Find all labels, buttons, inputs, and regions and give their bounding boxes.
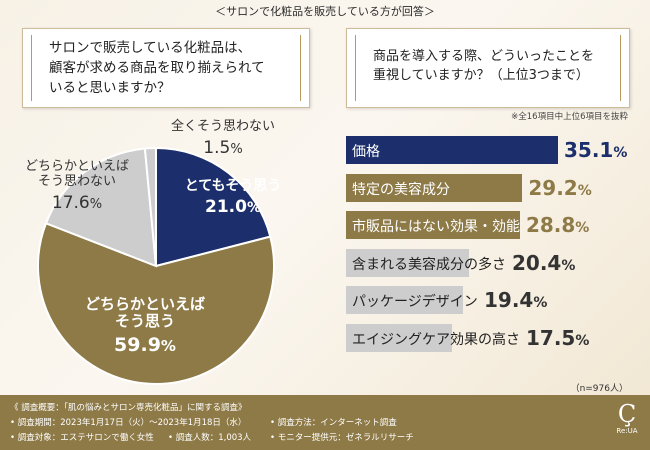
- pie-value-number: 1.5: [203, 137, 231, 158]
- question-text-left: サロンで販売している化粧品は、 顧客が求める商品を取り揃えられて いると思います…: [49, 38, 289, 98]
- pie-label-text: どちらかといえば: [24, 159, 129, 174]
- question-text-right: 商品を導入する際、どういったことを 重視していますか？（上位3つまで）: [373, 47, 609, 85]
- question-box-right: 商品を導入する際、どういったことを 重視していますか？（上位3つまで）: [346, 28, 630, 108]
- bar-value-number: 17.5: [526, 325, 576, 350]
- bar-value: 20.4%: [512, 251, 575, 275]
- pie-value-number: 59.9: [114, 333, 161, 356]
- pie-percent-sign: %: [246, 200, 261, 217]
- bar: [346, 323, 452, 352]
- pie-percent-sign: %: [230, 141, 243, 157]
- bar-percent-sign: %: [533, 295, 548, 311]
- bar-value: 35.1%: [564, 138, 627, 162]
- bar-label: 特定の美容成分: [352, 181, 450, 198]
- question-line: 重視していますか？（上位3つまで）: [373, 68, 589, 83]
- pie-label-somewhat-disagree: どちらかといえば そう思わない 17.6%: [12, 159, 142, 214]
- footer-target: • 調査対象：エステサロンで働く女性: [10, 433, 154, 443]
- bar-percent-sign: %: [575, 332, 590, 349]
- pie-label-text: そう思う: [114, 312, 175, 331]
- bar-value: 29.2%: [528, 176, 591, 200]
- bar: [346, 248, 470, 277]
- divider: [620, 35, 621, 101]
- pie-value-number: 17.6: [51, 192, 90, 213]
- footer-monitor: • モニター提供元：ゼネラルリサーチ: [270, 433, 414, 443]
- question-line: 顧客が求める商品を取り揃えられて: [49, 60, 265, 76]
- pie-percent-sign: %: [160, 336, 176, 355]
- pie-label-text: そう思わない: [37, 173, 116, 189]
- brand-logo: Ç Re:UA: [614, 401, 640, 435]
- bar-value-number: 35.1: [564, 138, 614, 162]
- bar-value: 19.4%: [484, 288, 547, 312]
- pie-slice: [143, 146, 157, 267]
- logo-name: Re:UA: [616, 427, 638, 435]
- bar-percent-sign: %: [561, 257, 576, 274]
- pie-percent-sign: %: [89, 196, 103, 212]
- question-line: 商品を導入する際、どういったことを: [373, 49, 595, 64]
- footer-period: • 調査期間：2023年1月17日（火）〜2023年1月18日（水）: [10, 418, 247, 428]
- pie-label-strongly-agree: とてもそう思う 21.0%: [168, 178, 298, 218]
- bar-label: 含まれる美容成分の多さ: [352, 256, 506, 273]
- bar-percent-sign: %: [613, 145, 628, 161]
- pie-value: 1.5%: [148, 137, 298, 159]
- bar: [346, 136, 558, 164]
- pie-label-somewhat-agree: どちらかといえば そう思う 59.9%: [65, 295, 225, 357]
- pie-value: 59.9%: [65, 333, 225, 357]
- bar: [346, 286, 464, 314]
- question-box-left: サロンで販売している化粧品は、 顧客が求める商品を取り揃えられて いると思います…: [22, 28, 310, 108]
- bar-value: 28.8%: [526, 213, 589, 237]
- bar-percent-sign: %: [577, 182, 592, 199]
- question-line: サロンで販売している化粧品は、: [49, 40, 252, 56]
- bar-value-number: 29.2: [528, 175, 578, 200]
- sample-size: （n=976人）: [570, 384, 628, 394]
- pie-value: 17.6%: [12, 192, 142, 214]
- bar: [346, 211, 520, 239]
- page-header: ＜サロンで化粧品を販売している方が回答＞: [215, 5, 435, 18]
- divider: [31, 35, 32, 101]
- footer-people: • 調査人数：1,003人: [168, 433, 252, 443]
- bar: [346, 173, 523, 202]
- bar-value-number: 19.4: [484, 288, 534, 312]
- bar-value: 17.5%: [526, 326, 589, 350]
- bar-label: 市販品にはない効果・効能: [352, 219, 520, 235]
- bar-value-number: 20.4: [512, 250, 562, 275]
- footer-title: 《 調査概要：「肌の悩みとサロン専売化粧品」に関する調査》: [10, 403, 247, 413]
- pie-label-text: どちらかといえば: [84, 295, 205, 313]
- divider: [355, 35, 356, 101]
- bar-value-number: 28.8: [525, 213, 576, 237]
- survey-footer: 《 調査概要：「肌の悩みとサロン専売化粧品」に関する調査》 • 調査期間：202…: [0, 395, 650, 450]
- divider: [300, 35, 301, 101]
- bar-percent-sign: %: [575, 220, 590, 236]
- bar-label: パッケージデザイン: [352, 294, 478, 310]
- pie-label-text: とてもそう思う: [184, 178, 282, 194]
- bar-label: 価格: [352, 144, 380, 160]
- footer-method: • 調査方法：インターネット調査: [270, 418, 397, 428]
- pie-value-number: 21.0: [205, 197, 247, 218]
- pie-label-strongly-disagree: 全くそう思わない 1.5%: [148, 119, 298, 159]
- pie-label-text: 全くそう思わない: [170, 119, 275, 134]
- bar-label: エイジングケア効果の高さ: [352, 331, 520, 348]
- selection-note: ※全16項目中上位6項目を抜粋: [511, 112, 628, 122]
- question-line: いると思いますか？: [49, 80, 171, 96]
- logo-mark-icon: Ç: [617, 400, 637, 428]
- pie-value: 21.0%: [168, 197, 298, 218]
